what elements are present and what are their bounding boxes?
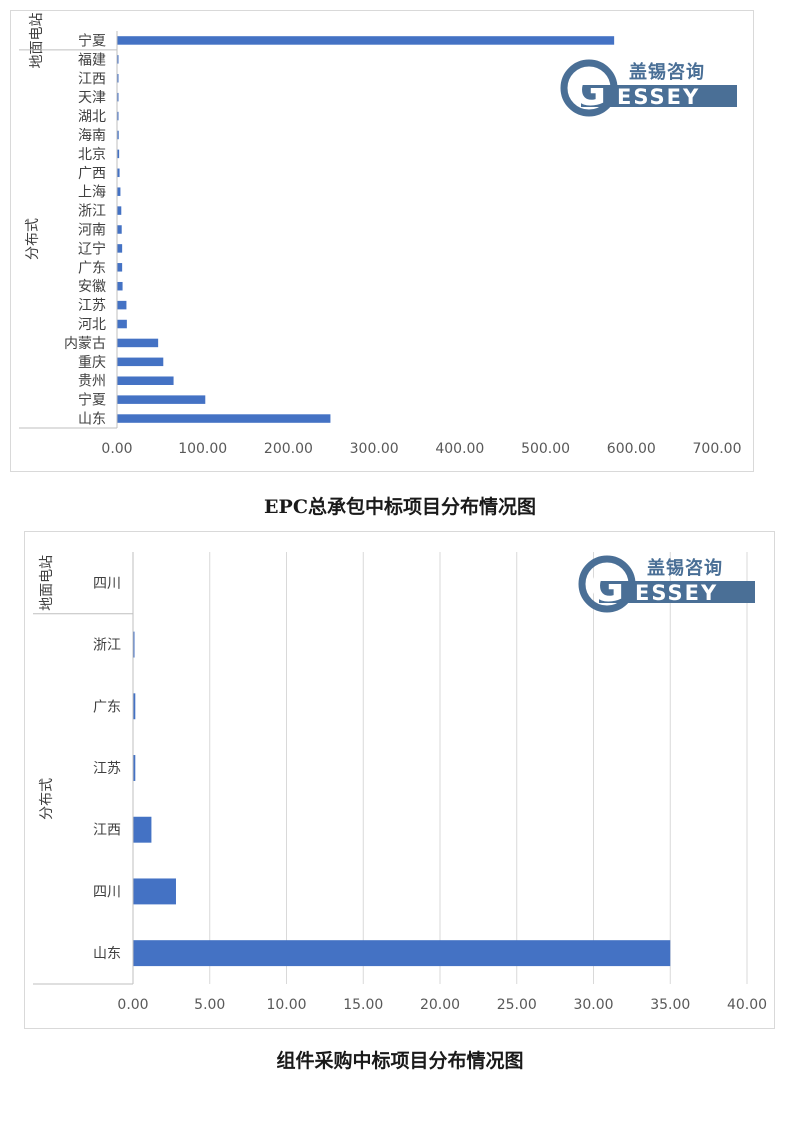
logo-letter: G <box>590 562 624 611</box>
category-label: 贵州 <box>78 374 106 390</box>
category-label: 河南 <box>78 223 106 239</box>
bar-宁夏 <box>117 395 206 404</box>
category-label: 浙江 <box>93 638 121 654</box>
bar-广东 <box>133 693 136 720</box>
epc-bar-chart: G ESSEY盖锡咨询宁夏福建江西天津湖北海南北京广西上海浙江河南辽宁广东安徽江苏… <box>19 12 742 457</box>
category-label: 内蒙古 <box>64 336 106 352</box>
logo-band <box>581 85 737 107</box>
bar-湖北 <box>117 111 119 121</box>
category-label: 山东 <box>93 946 121 962</box>
bar-河南 <box>117 225 122 234</box>
bar-浙江 <box>117 206 122 215</box>
epc-chart-caption: EPC总承包中标项目分布情况图 <box>264 496 536 518</box>
module-chart-caption: 组件采购中标项目分布情况图 <box>276 1050 524 1072</box>
x-tick-label: 35.00 <box>650 997 690 1013</box>
bar-四川 <box>133 878 176 905</box>
bar-海南 <box>117 130 119 140</box>
logo-wordmark: ESSEY <box>617 85 700 109</box>
category-label: 湖北 <box>78 109 106 125</box>
bar-宁夏 <box>117 36 615 45</box>
bar-天津 <box>117 92 119 102</box>
category-label: 浙江 <box>78 204 106 220</box>
bar-辽宁 <box>117 244 123 253</box>
bar-重庆 <box>117 357 164 367</box>
category-label: 北京 <box>78 147 106 163</box>
category-label: 广东 <box>93 699 121 715</box>
logo-letter: G <box>572 66 606 115</box>
bar-江西 <box>133 816 152 843</box>
x-tick-label: 600.00 <box>607 441 656 457</box>
x-tick-label: 300.00 <box>350 441 399 457</box>
bar-福建 <box>117 55 119 64</box>
module-chart: G ESSEY 盖锡咨询 四川 浙江 广东 江苏 江西 四川 山东 地面电站 分布式 0.00 5.00 1… <box>24 531 775 1029</box>
group-label: 地面电站 <box>29 12 45 68</box>
category-label: 山东 <box>78 412 106 428</box>
x-tick-label: 400.00 <box>435 441 484 457</box>
x-tick-label: 0.00 <box>101 441 132 457</box>
bar-北京 <box>117 149 120 159</box>
x-tick-label: 15.00 <box>343 997 383 1013</box>
bar-贵州 <box>117 376 174 385</box>
x-tick-label: 40.00 <box>727 997 767 1013</box>
category-label: 江苏 <box>78 298 106 314</box>
category-label: 河北 <box>78 317 106 333</box>
bar-山东 <box>117 414 331 423</box>
logo-ring <box>578 555 636 613</box>
logo-band <box>599 581 755 603</box>
x-tick-label: 30.00 <box>573 997 613 1013</box>
bar-江苏 <box>133 755 136 781</box>
bar-浙江 <box>133 631 135 658</box>
category-label: 广东 <box>78 260 106 276</box>
group-label: 分布式 <box>25 218 41 260</box>
x-tick-label: 200.00 <box>264 441 313 457</box>
x-tick-label: 5.00 <box>194 997 225 1013</box>
x-tick-label: 25.00 <box>497 997 537 1013</box>
category-label: 天津 <box>78 90 106 106</box>
x-tick-label: 700.00 <box>693 441 742 457</box>
bar-河北 <box>117 319 127 329</box>
logo-chinese-name: 盖锡咨询 <box>629 61 705 83</box>
epc-chart: G ESSEY 盖锡咨询 宁夏 福建 江西 天津 湖北 海南 北京 广西 上海 浙江 河南 辽宁 广东 安徽 江苏… <box>10 10 754 472</box>
category-label: 四川 <box>93 576 121 592</box>
x-tick-label: 10.00 <box>266 997 306 1013</box>
bar-江西 <box>117 74 119 83</box>
x-tick-label: 0.00 <box>117 997 148 1013</box>
x-tick-label: 20.00 <box>420 997 460 1013</box>
category-label: 辽宁 <box>78 240 106 257</box>
logo-chinese-name: 盖锡咨询 <box>647 557 723 579</box>
category-label: 福建 <box>78 52 106 68</box>
category-label: 广西 <box>78 166 106 182</box>
category-label: 江苏 <box>93 761 121 777</box>
bar-山东 <box>133 940 671 967</box>
bar-上海 <box>117 187 121 196</box>
x-tick-label: 100.00 <box>178 441 227 457</box>
x-tick-label: 500.00 <box>521 441 570 457</box>
category-label: 宁夏 <box>78 32 106 49</box>
group-label: 地面电站 <box>39 555 55 611</box>
logo-ring <box>560 59 618 117</box>
category-label: 上海 <box>78 185 106 201</box>
category-label: 四川 <box>93 884 121 900</box>
category-label: 重庆 <box>78 355 106 371</box>
category-label: 海南 <box>78 128 106 144</box>
bar-内蒙古 <box>117 338 159 348</box>
bar-广东 <box>117 263 123 272</box>
category-label: 宁夏 <box>78 392 106 409</box>
category-label: 江西 <box>78 71 106 87</box>
bar-安徽 <box>117 281 123 291</box>
bar-广西 <box>117 168 120 178</box>
bar-江苏 <box>117 300 127 310</box>
group-label: 分布式 <box>39 778 55 820</box>
logo-wordmark: ESSEY <box>635 581 718 605</box>
category-label: 安徽 <box>78 279 106 295</box>
category-label: 江西 <box>93 823 121 839</box>
